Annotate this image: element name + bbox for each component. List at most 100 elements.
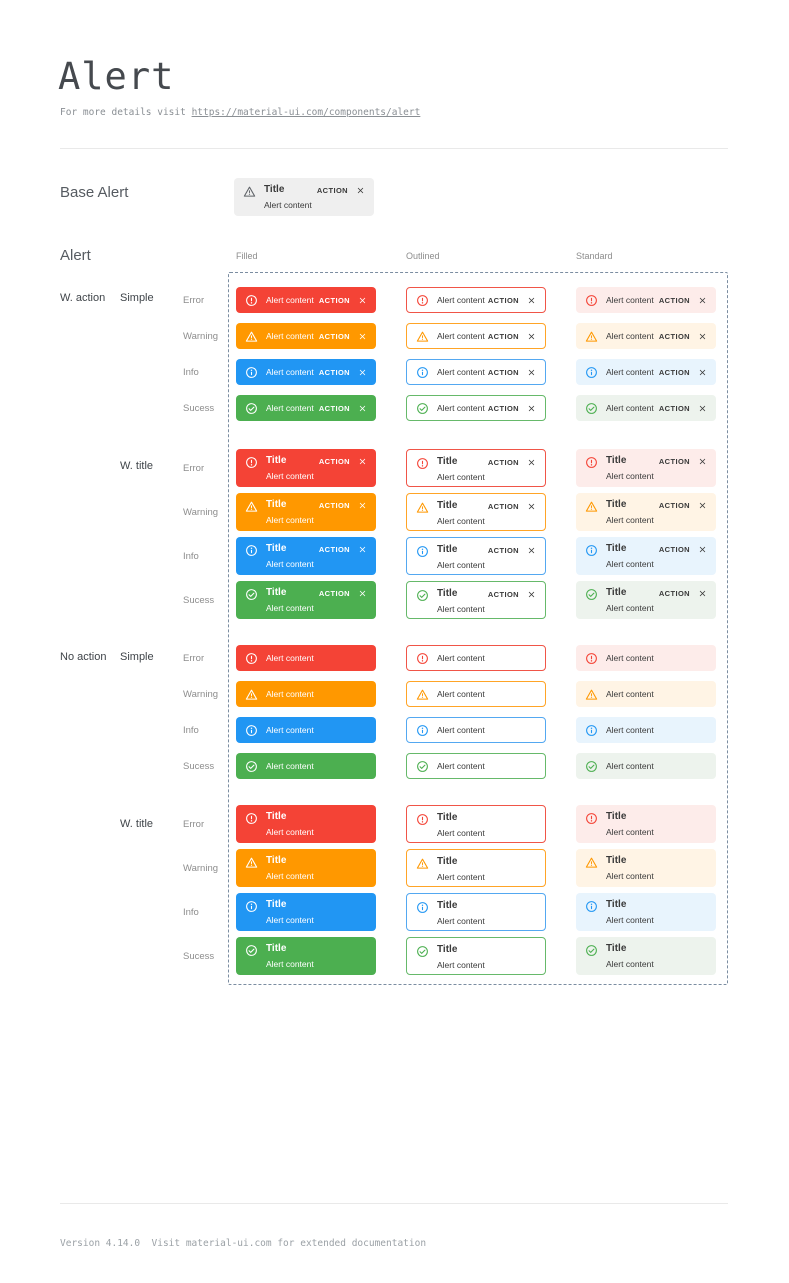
- action-button[interactable]: ACTION: [658, 545, 690, 554]
- action-button[interactable]: ACTION: [318, 331, 350, 341]
- alert-standard-error: Alert content ACTION: [576, 287, 716, 313]
- action-button[interactable]: ACTION: [658, 331, 690, 341]
- close-icon[interactable]: [358, 404, 367, 413]
- close-icon[interactable]: [698, 457, 707, 466]
- alert-body: Title Alert content: [606, 499, 659, 525]
- warning-icon: [585, 330, 598, 343]
- alert-row-warning: Warning Title Alert content Title Alert co…: [183, 849, 716, 887]
- close-icon[interactable]: [358, 501, 367, 510]
- error-icon: [585, 652, 598, 665]
- alert-body: Title Alert content: [266, 455, 319, 481]
- alert-row-error: Error Title Alert content ACTION Title Aler…: [183, 449, 716, 487]
- close-icon[interactable]: [698, 404, 707, 413]
- action-button[interactable]: ACTION: [487, 367, 519, 377]
- error-icon: [416, 457, 429, 470]
- action-button[interactable]: ACTION: [318, 501, 350, 510]
- alert-standard-warning: Alert content ACTION: [576, 323, 716, 349]
- close-icon[interactable]: [356, 186, 365, 195]
- alert-content: Alert content: [606, 331, 654, 341]
- close-icon[interactable]: [358, 332, 367, 341]
- action-button[interactable]: ACTION: [658, 295, 690, 305]
- alert-body: Title Alert content: [606, 855, 707, 881]
- alert-content: Alert content: [437, 331, 485, 341]
- action-button[interactable]: ACTION: [658, 457, 690, 466]
- action-button[interactable]: ACTION: [318, 295, 350, 305]
- close-icon[interactable]: [698, 368, 707, 377]
- alert-body: Title Alert content: [266, 943, 367, 969]
- info-icon: [585, 724, 598, 737]
- action-button[interactable]: ACTION: [658, 367, 690, 377]
- close-icon[interactable]: [358, 545, 367, 554]
- close-icon[interactable]: [698, 296, 707, 305]
- close-icon[interactable]: [527, 404, 536, 413]
- alert-content: Alert content: [266, 471, 314, 481]
- alert-content: Alert content: [437, 516, 485, 526]
- alert-filled-success-noaction: Alert content: [236, 753, 376, 779]
- action-button[interactable]: ACTION: [658, 589, 690, 598]
- success-icon: [416, 760, 429, 773]
- action-button[interactable]: ACTION: [487, 590, 519, 599]
- group-label-w-action: W. action: [60, 292, 106, 304]
- action-button[interactable]: ACTION: [318, 589, 350, 598]
- error-icon: [585, 812, 598, 825]
- close-icon[interactable]: [698, 545, 707, 554]
- close-icon[interactable]: [527, 332, 536, 341]
- action-button[interactable]: ACTION: [318, 367, 350, 377]
- action-button[interactable]: ACTION: [318, 457, 350, 466]
- action-button[interactable]: ACTION: [487, 458, 519, 467]
- alert-title: Title: [437, 588, 458, 599]
- action-button[interactable]: ACTION: [487, 403, 519, 413]
- action-button[interactable]: ACTION: [316, 186, 348, 195]
- close-icon[interactable]: [527, 590, 536, 599]
- action-button[interactable]: ACTION: [487, 295, 519, 305]
- subtitle-link[interactable]: https://material-ui.com/components/alert: [191, 107, 421, 118]
- alert-outlined-warning: Alert content ACTION: [406, 323, 546, 349]
- variant-label-simple-1: Simple: [120, 292, 154, 304]
- info-icon: [245, 366, 258, 379]
- severity-label: Sucess: [183, 594, 215, 606]
- action-button[interactable]: ACTION: [658, 501, 690, 510]
- alert-row-info: Info Alert content Alert content Alert c…: [183, 717, 716, 743]
- close-icon[interactable]: [698, 589, 707, 598]
- close-icon[interactable]: [527, 502, 536, 511]
- severity-label: Warning: [183, 506, 219, 518]
- close-icon[interactable]: [527, 546, 536, 555]
- close-icon[interactable]: [698, 501, 707, 510]
- close-icon[interactable]: [358, 457, 367, 466]
- success-icon: [245, 402, 258, 415]
- close-icon[interactable]: [698, 332, 707, 341]
- close-icon[interactable]: [358, 296, 367, 305]
- action-button[interactable]: ACTION: [318, 403, 350, 413]
- header-divider: [60, 148, 728, 149]
- alert-grid-boundary: [228, 272, 728, 985]
- close-icon[interactable]: [527, 458, 536, 467]
- alert-content: Alert content: [266, 403, 314, 413]
- alert-row-success: Sucess Alert content Alert content Alert…: [183, 753, 716, 779]
- close-icon[interactable]: [358, 368, 367, 377]
- alert-content: Alert content: [606, 725, 654, 735]
- close-icon[interactable]: [358, 589, 367, 598]
- severity-label: Warning: [183, 330, 219, 342]
- alert-content: Alert content: [266, 915, 314, 925]
- action-button[interactable]: ACTION: [658, 403, 690, 413]
- action-button[interactable]: ACTION: [318, 545, 350, 554]
- alert-outlined-info-noaction: Alert content: [406, 717, 546, 743]
- info-icon: [245, 544, 258, 557]
- close-icon[interactable]: [527, 368, 536, 377]
- severity-label: Error: [183, 818, 205, 830]
- alert-body: Title Alert content: [606, 811, 707, 837]
- error-icon: [416, 652, 429, 665]
- close-icon[interactable]: [527, 296, 536, 305]
- action-button[interactable]: ACTION: [487, 331, 519, 341]
- action-button[interactable]: ACTION: [487, 502, 519, 511]
- alert-content: Alert content: [266, 515, 314, 525]
- severity-label: Error: [183, 294, 205, 306]
- alert-content: Alert content: [437, 960, 485, 970]
- action-button[interactable]: ACTION: [487, 546, 519, 555]
- alert-body: Title Alert content: [266, 587, 319, 613]
- alert-outlined-error-noaction: Alert content: [406, 645, 546, 671]
- alert-title: Title: [264, 184, 285, 195]
- alert-content: Alert content: [606, 471, 654, 481]
- variant-label-simple-2: Simple: [120, 651, 154, 663]
- alert-title: Title: [266, 499, 287, 510]
